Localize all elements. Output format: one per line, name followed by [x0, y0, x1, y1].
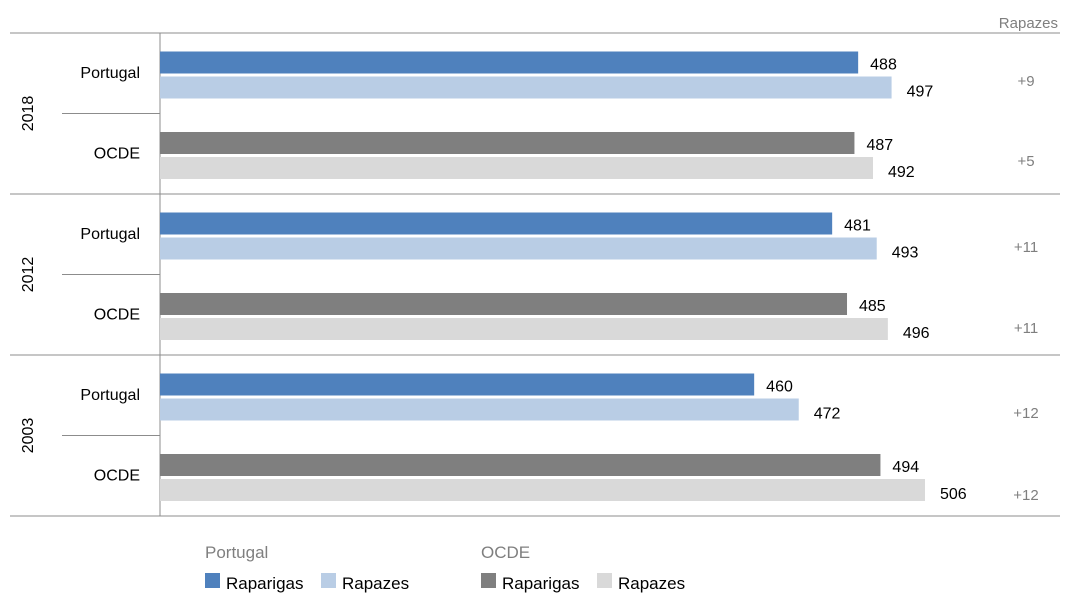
legend-label: Raparigas [502, 574, 580, 593]
difference-value: +9 [1017, 73, 1034, 90]
legend-label: Rapazes [618, 574, 685, 593]
data-label-rapazes: 506 [940, 486, 967, 503]
row-label: OCDE [94, 146, 140, 163]
row-label: OCDE [94, 468, 140, 485]
bar-raparigas [160, 454, 881, 476]
bar-raparigas [160, 212, 833, 235]
row-label: Portugal [80, 387, 140, 404]
labels: Rapazes 2018 Portugal 488 497 +9 OCDE 487 492 +5 2… [20, 15, 1058, 504]
difference-value: +11 [1014, 239, 1038, 256]
data-label-raparigas: 494 [892, 459, 919, 476]
data-label-rapazes: 496 [903, 325, 930, 342]
legend-swatch [481, 573, 496, 588]
legend: Portugal Raparigas Rapazes OCDE Raparigas Rap… [205, 543, 685, 593]
difference-value: +11 [1014, 320, 1038, 337]
data-label-raparigas: 488 [870, 57, 897, 74]
legend-label: Raparigas [226, 574, 304, 593]
diff-column-header: Rapazes [999, 15, 1058, 32]
data-label-raparigas: 485 [859, 298, 886, 315]
legend-swatch [597, 573, 612, 588]
data-label-rapazes: 472 [814, 406, 841, 423]
data-label-rapazes: 497 [907, 84, 934, 101]
year-label: 2012 [20, 257, 37, 293]
bar-rapazes [160, 479, 925, 501]
bar-raparigas [160, 293, 848, 315]
bar-rapazes [160, 398, 799, 421]
legend-group-title: OCDE [481, 543, 530, 562]
difference-value: +12 [1013, 487, 1038, 504]
bar-rapazes [160, 237, 877, 260]
grid-lines [10, 32, 1060, 517]
year-label: 2003 [20, 418, 37, 454]
legend-label: Rapazes [342, 574, 409, 593]
bar-rapazes [160, 76, 892, 99]
data-label-raparigas: 481 [844, 218, 871, 235]
data-label-rapazes: 493 [892, 245, 919, 262]
row-label: Portugal [80, 226, 140, 243]
bar-raparigas [160, 132, 855, 154]
difference-value: +5 [1017, 153, 1034, 170]
bar-raparigas [160, 373, 755, 396]
bar-rapazes [160, 157, 874, 179]
bar-raparigas [160, 51, 859, 74]
legend-group-title: Portugal [205, 543, 268, 562]
year-label: 2018 [20, 96, 37, 132]
data-label-rapazes: 492 [888, 164, 915, 181]
legend-swatch [321, 573, 336, 588]
bars [160, 51, 925, 501]
difference-value: +12 [1013, 405, 1038, 422]
data-label-raparigas: 460 [766, 379, 793, 396]
data-label-raparigas: 487 [866, 137, 893, 154]
legend-swatch [205, 573, 220, 588]
row-label: OCDE [94, 307, 140, 324]
row-label: Portugal [80, 65, 140, 82]
bar-rapazes [160, 318, 888, 340]
